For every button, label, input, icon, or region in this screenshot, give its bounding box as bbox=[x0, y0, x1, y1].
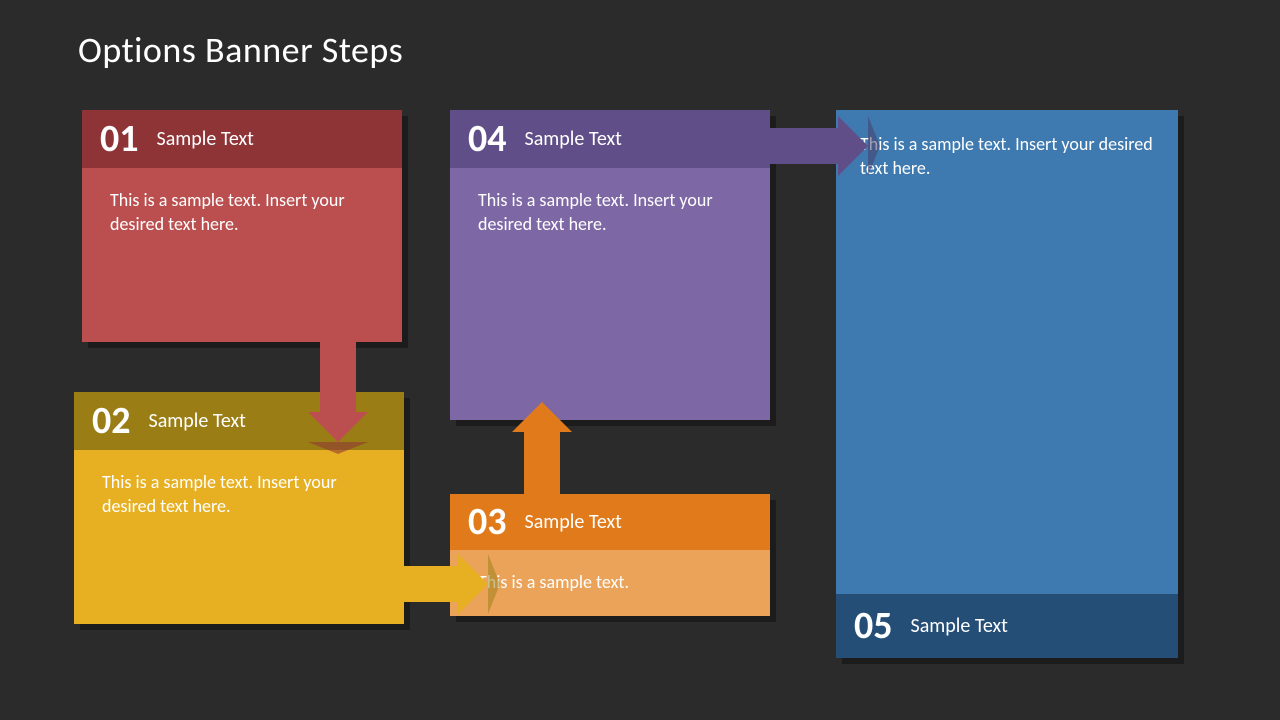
step-card-01: 01 Sample Text This is a sample text. In… bbox=[82, 110, 402, 342]
page-title: Options Banner Steps bbox=[78, 28, 403, 72]
step-body-01: This is a sample text. Insert your desir… bbox=[82, 168, 402, 342]
step-number-01: 01 bbox=[100, 120, 139, 158]
step-label-04: Sample Text bbox=[525, 127, 622, 151]
step-card-04: 04 Sample Text This is a sample text. In… bbox=[450, 110, 770, 420]
step-header-04: 04 Sample Text bbox=[450, 110, 770, 168]
arrow-2-to-3-shaft bbox=[404, 566, 460, 602]
step-header-01: 01 Sample Text bbox=[82, 110, 402, 168]
step-label-01: Sample Text bbox=[157, 127, 254, 151]
arrow-4-to-5-fold bbox=[868, 116, 880, 176]
step-body-04: This is a sample text. Insert your desir… bbox=[450, 168, 770, 420]
arrow-4-to-5-shaft bbox=[770, 128, 840, 164]
step-header-05: 05 Sample Text bbox=[836, 594, 1178, 658]
arrow-3-to-4-head-icon bbox=[512, 402, 572, 432]
step-header-03: 03 Sample Text bbox=[450, 494, 770, 550]
arrow-1-to-2-head-icon bbox=[308, 412, 368, 442]
arrow-1-to-2-fold bbox=[308, 442, 368, 454]
arrow-2-to-3-head-icon bbox=[458, 554, 488, 614]
step-number-02: 02 bbox=[92, 402, 131, 440]
arrow-2-to-3-fold bbox=[488, 554, 500, 614]
step-label-05: Sample Text bbox=[911, 614, 1008, 638]
step-card-05: This is a sample text. Insert your desir… bbox=[836, 110, 1178, 658]
step-number-03: 03 bbox=[468, 503, 507, 541]
arrow-4-to-5-head-icon bbox=[838, 116, 868, 176]
arrow-3-to-4-shaft bbox=[524, 430, 560, 496]
arrow-1-to-2-shaft bbox=[320, 342, 356, 414]
step-body-05: This is a sample text. Insert your desir… bbox=[836, 110, 1178, 594]
step-body-02: This is a sample text. Insert your desir… bbox=[74, 450, 404, 624]
step-label-03: Sample Text bbox=[525, 510, 622, 534]
step-number-04: 04 bbox=[468, 120, 507, 158]
step-label-02: Sample Text bbox=[149, 409, 246, 433]
step-number-05: 05 bbox=[854, 607, 893, 645]
